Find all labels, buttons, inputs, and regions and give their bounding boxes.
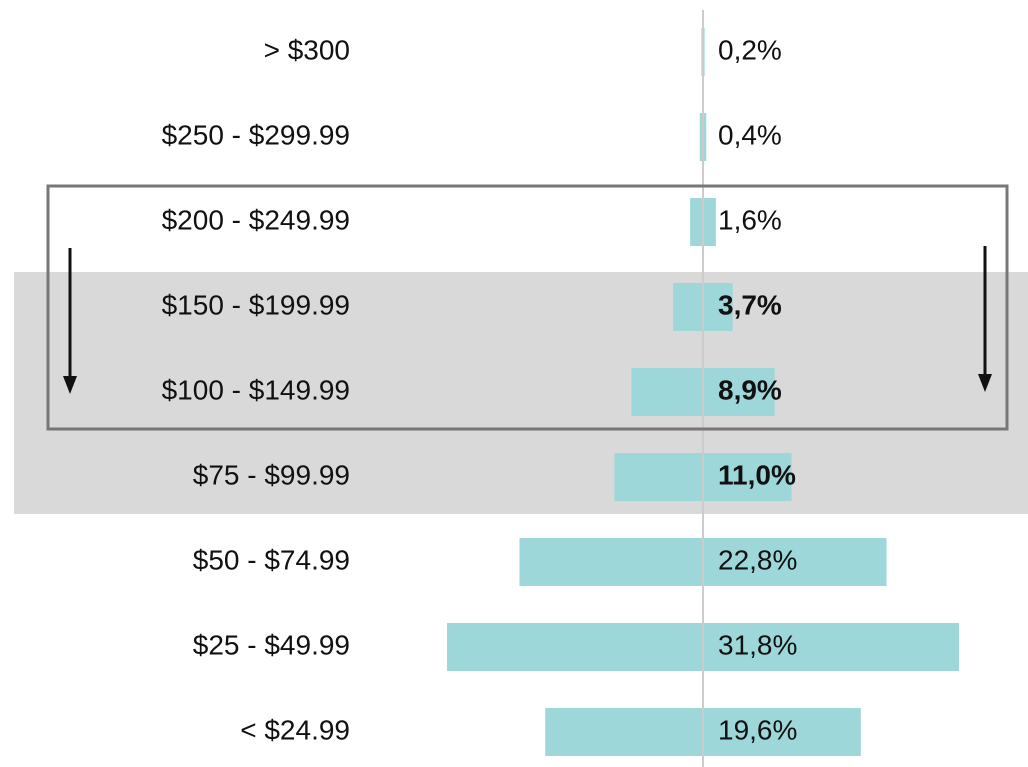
value-label: 0,2% — [718, 34, 782, 65]
category-label: $150 - $199.99 — [162, 289, 350, 320]
value-label: 8,9% — [718, 374, 782, 405]
value-label: 19,6% — [718, 714, 797, 745]
category-label: > $300 — [264, 34, 350, 65]
arrow-left — [63, 248, 77, 394]
value-label: 1,6% — [718, 204, 782, 235]
category-label: $200 - $249.99 — [162, 204, 350, 235]
category-label: $250 - $299.99 — [162, 119, 350, 150]
arrow-right — [978, 246, 992, 392]
value-label: 11,0% — [718, 459, 796, 490]
value-label: 0,4% — [718, 119, 782, 150]
category-label: $100 - $149.99 — [162, 374, 350, 405]
category-label: $50 - $74.99 — [193, 544, 350, 575]
category-label: < $24.99 — [240, 714, 350, 745]
category-label: $25 - $49.99 — [193, 629, 350, 660]
focus-box — [46, 184, 1009, 431]
value-label: 3,7% — [718, 289, 782, 320]
value-label: 31,8% — [718, 629, 797, 660]
value-label: 22,8% — [718, 544, 797, 575]
highlight-band — [14, 272, 1028, 514]
category-label: $75 - $99.99 — [193, 459, 350, 490]
